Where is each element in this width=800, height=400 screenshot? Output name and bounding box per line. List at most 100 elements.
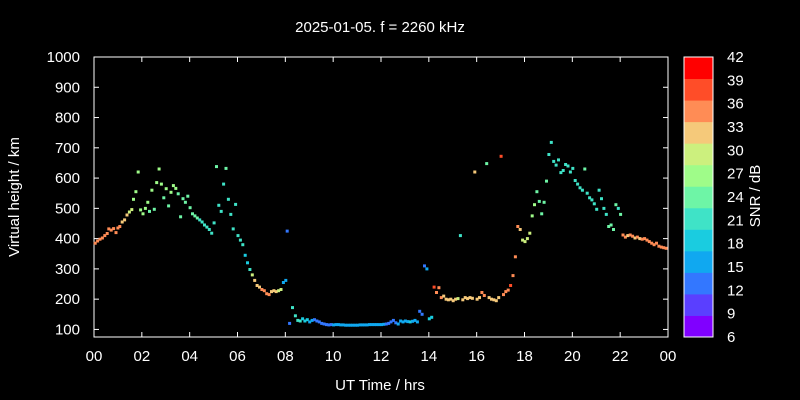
y-axis-label: Virtual height / km <box>6 137 23 257</box>
x-tick-label: 02 <box>133 348 150 365</box>
x-tick-label: 22 <box>612 348 629 365</box>
data-point <box>411 319 415 323</box>
data-point <box>98 237 102 241</box>
data-point <box>509 284 513 287</box>
data-point <box>291 306 294 310</box>
data-point <box>317 320 321 324</box>
data-point <box>557 158 560 162</box>
data-point <box>607 225 611 228</box>
data-point <box>545 179 548 183</box>
data-point <box>162 196 166 200</box>
data-point <box>181 197 185 201</box>
colorbar-segment <box>684 315 713 338</box>
x-tick-label: 12 <box>373 348 390 365</box>
data-point <box>279 288 283 291</box>
data-point <box>222 182 226 186</box>
x-tick-label: 14 <box>420 348 437 365</box>
data-point <box>478 296 481 300</box>
y-axis: 100 200 300 400 500 600 700 800 900 1000 <box>47 49 668 338</box>
data-point <box>566 164 570 168</box>
data-point <box>597 188 601 192</box>
data-point <box>380 323 383 327</box>
data-point <box>492 298 496 302</box>
data-point <box>401 320 405 324</box>
data-point <box>210 231 214 235</box>
data-point <box>427 317 431 321</box>
y-tick-label: 1000 <box>47 49 80 66</box>
data-point <box>215 165 218 169</box>
data-point <box>647 240 651 244</box>
y-tick-label: 900 <box>55 79 80 96</box>
colorbar-tick-label: 12 <box>727 282 744 299</box>
data-point <box>662 246 666 250</box>
data-point <box>191 212 194 216</box>
data-point <box>253 278 257 282</box>
colorbar-segment <box>684 164 713 187</box>
data-point <box>100 236 104 240</box>
x-tick-label: 08 <box>277 348 294 365</box>
data-point <box>356 323 360 327</box>
data-point <box>93 241 97 245</box>
data-point <box>645 238 649 242</box>
colorbar-segment <box>684 57 713 80</box>
data-point <box>193 214 197 218</box>
y-tick-label: 100 <box>55 321 80 338</box>
data-point <box>485 162 489 166</box>
data-point <box>120 220 124 224</box>
data-point <box>96 239 100 243</box>
data-point <box>652 243 656 247</box>
colorbar-segment <box>684 143 713 166</box>
data-point <box>621 233 625 237</box>
data-point <box>600 197 603 201</box>
data-point <box>430 315 434 319</box>
x-tick-label: 18 <box>516 348 533 365</box>
data-point <box>480 291 484 294</box>
data-point <box>134 190 138 194</box>
data-point <box>346 323 350 327</box>
colorbar-tick-label: 33 <box>727 119 744 136</box>
colorbar-segment <box>684 207 713 230</box>
data-point <box>152 207 156 211</box>
data-point <box>146 200 150 204</box>
data-point <box>186 194 190 198</box>
data-point <box>554 163 558 167</box>
data-point <box>334 323 338 327</box>
data-point <box>226 197 230 201</box>
y-tick-label: 200 <box>55 291 80 308</box>
data-point <box>322 322 326 326</box>
data-point <box>377 323 381 327</box>
y-tick-label: 600 <box>55 170 80 187</box>
data-point <box>494 299 498 303</box>
data-point <box>528 231 532 235</box>
data-point <box>643 237 647 241</box>
data-point <box>391 318 395 322</box>
data-point <box>499 154 503 158</box>
data-point <box>425 267 429 271</box>
data-point <box>396 322 400 326</box>
colorbar-label: SNR / dB <box>747 165 764 228</box>
data-point <box>533 203 536 207</box>
data-point <box>399 319 403 323</box>
data-point <box>475 297 479 301</box>
data-point <box>250 273 254 277</box>
data-point <box>446 298 450 302</box>
data-point <box>267 293 271 297</box>
x-tick-label: 06 <box>229 348 246 365</box>
data-point <box>547 153 551 156</box>
data-point <box>535 190 539 194</box>
data-point <box>384 322 388 326</box>
data-point <box>123 218 127 222</box>
data-point <box>640 237 644 241</box>
data-point <box>351 323 355 327</box>
data-point <box>487 296 491 300</box>
colorbar-segment <box>684 78 713 101</box>
data-point <box>320 321 324 325</box>
y-tick-label: 700 <box>55 140 80 157</box>
y-tick-label: 300 <box>55 261 80 278</box>
x-tick-label: 20 <box>564 348 581 365</box>
data-point <box>559 171 563 175</box>
data-point <box>664 246 668 250</box>
data-point <box>466 297 470 301</box>
data-points <box>93 140 668 327</box>
